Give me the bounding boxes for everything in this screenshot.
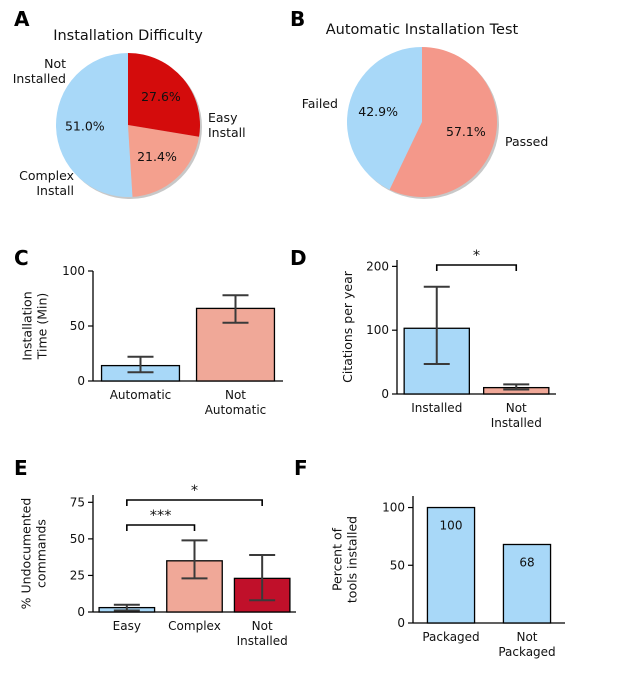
pie-slice-label: Complex Install <box>19 168 74 198</box>
x-tick-label: Not Packaged <box>498 630 555 659</box>
x-tick-label: Complex <box>168 619 221 633</box>
pie-pct-label: 42.9% <box>358 104 398 119</box>
pie-pct-label: 21.4% <box>137 149 177 164</box>
y-tick-label: 75 <box>70 495 85 509</box>
bar-chart-tools-installed: 0 50 100 100 Packaged 68 Not Packaged Percent of… <box>330 496 565 659</box>
panel-letter-c: C <box>14 246 29 270</box>
pie-slice-label: Passed <box>505 134 548 149</box>
y-tick-label: 50 <box>70 532 85 546</box>
y-tick-label: 0 <box>77 605 85 619</box>
bar-chart-undocumented-commands: 0 25 50 75 Easy Complex Not Installed % Undocume… <box>19 483 296 648</box>
data-label: 68 <box>519 555 534 569</box>
bar <box>166 560 223 613</box>
y-tick-label: 0 <box>397 616 405 630</box>
data-label: 100 <box>440 519 463 533</box>
y-tick-label: 50 <box>70 319 85 333</box>
significance-bracket <box>435 264 518 271</box>
pie-slice <box>128 125 200 197</box>
pie-title: Automatic Installation Test <box>326 22 519 38</box>
y-tick-label: 200 <box>366 259 389 273</box>
x-tick-label: Packaged <box>422 630 479 644</box>
significance-label: * <box>473 248 480 264</box>
bar-chart-installation-time: 0 50 100 Automatic Not Automatic InstallationT… <box>20 264 283 417</box>
y-tick-label: 25 <box>70 568 85 582</box>
significance-bracket <box>126 499 263 506</box>
x-tick-label: Not Automatic <box>205 388 267 417</box>
pie-pct-label: 27.6% <box>141 89 181 104</box>
y-tick-label: 0 <box>77 374 85 388</box>
y-tick-label: 100 <box>366 323 389 337</box>
pie-chart-installation-difficulty: Installation Difficulty 51.0% Easy Install 2… <box>13 28 246 199</box>
y-axis-label: % Undocumentedcommands <box>19 498 49 610</box>
pie-pct-label: 51.0% <box>65 118 105 133</box>
pie-slice-label: Easy Install <box>208 110 246 140</box>
pie-pct-label: 57.1% <box>446 124 486 139</box>
bar-chart-citations: 0 100 200 Installed Not Installed Citations pe… <box>340 248 556 430</box>
y-axis-label: Citations per year <box>340 270 355 383</box>
pie-slice <box>55 53 133 198</box>
bar <box>502 543 552 624</box>
x-tick-label: Automatic <box>110 388 172 402</box>
panel-letter-e: E <box>14 456 28 480</box>
pie-slice-label: Failed <box>302 96 338 111</box>
panel-letter-f: F <box>294 456 308 480</box>
pie-slice-label: Not Installed <box>13 56 66 86</box>
x-tick-label: Installed <box>411 401 462 415</box>
y-tick-label: 50 <box>390 558 405 572</box>
panel-letter-d: D <box>290 246 307 270</box>
significance-label: *** <box>150 508 172 524</box>
x-tick-label: Easy <box>113 619 141 633</box>
x-tick-label: Not Installed <box>237 619 288 648</box>
significance-bracket <box>126 524 196 531</box>
pie-slice <box>347 47 422 190</box>
bar <box>426 506 476 624</box>
pie-title: Installation Difficulty <box>53 28 203 44</box>
y-axis-label: Percent oftools installed <box>330 516 360 603</box>
pie-chart-automatic-installation-test: Automatic Installation Test 42.9% Passed 57… <box>302 22 548 199</box>
significance-label: * <box>191 483 198 499</box>
y-tick-label: 100 <box>382 501 405 515</box>
y-tick-label: 100 <box>62 264 85 278</box>
x-tick-label: Not Installed <box>491 401 542 430</box>
panel-letter-b: B <box>290 7 305 31</box>
pie-slice <box>389 47 497 197</box>
panel-letter-a: A <box>14 7 30 31</box>
pie-slice <box>128 53 200 137</box>
y-tick-label: 0 <box>381 387 389 401</box>
y-axis-label: InstallationTime (Min) <box>20 291 50 360</box>
